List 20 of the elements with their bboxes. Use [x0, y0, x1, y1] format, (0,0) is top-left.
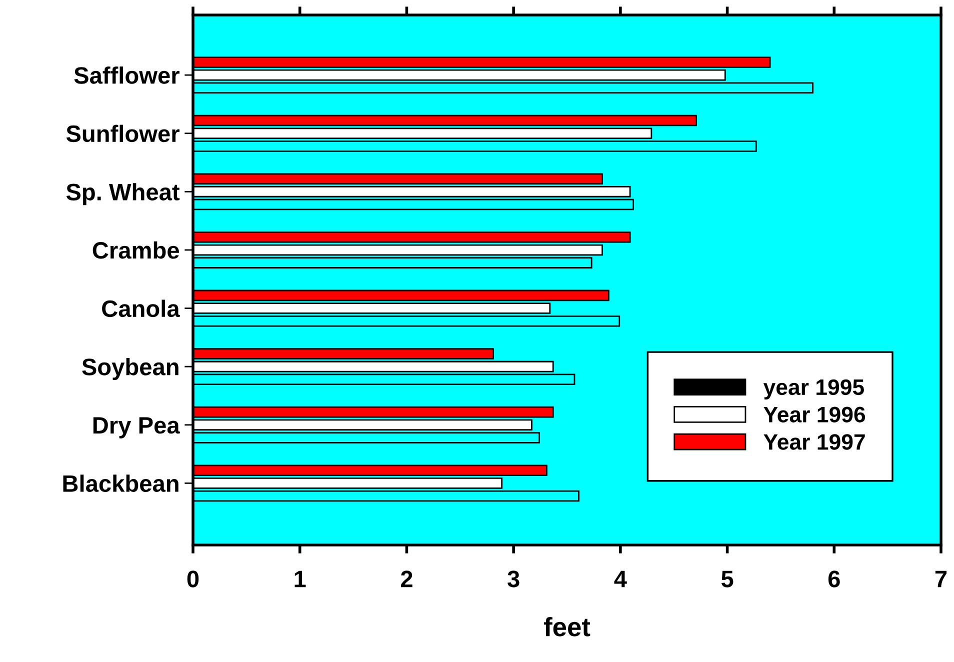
x-tick-label: 7: [935, 570, 947, 588]
y-tick-label: Dry Pea: [93, 417, 180, 438]
x-tick-label: 4: [614, 570, 627, 588]
y-tick-label: Soybean: [82, 358, 178, 380]
x-tick-label: 6: [828, 570, 840, 588]
x-tick-label: 3: [508, 570, 520, 588]
legend-label: Year 1996: [764, 406, 866, 422]
y-tick-label: Crambe: [92, 241, 179, 259]
legend-label: year 1995: [763, 379, 864, 400]
y-tick-label: Sunflower: [66, 124, 180, 142]
y-tick-label: Blackbean: [63, 474, 178, 492]
x-tick-label: 5: [721, 570, 734, 588]
y-tick-label: Canola: [102, 300, 180, 318]
x-tick-label: 1: [294, 570, 306, 588]
x-tick-label: 0: [187, 570, 199, 588]
y-tick-label: Sp. Wheat: [66, 183, 180, 206]
y-tick-label: Safflower: [74, 66, 180, 84]
legend-label: Year 1997: [764, 434, 865, 450]
x-tick-label: 2: [400, 570, 412, 588]
x-axis-title: feet: [544, 617, 590, 636]
